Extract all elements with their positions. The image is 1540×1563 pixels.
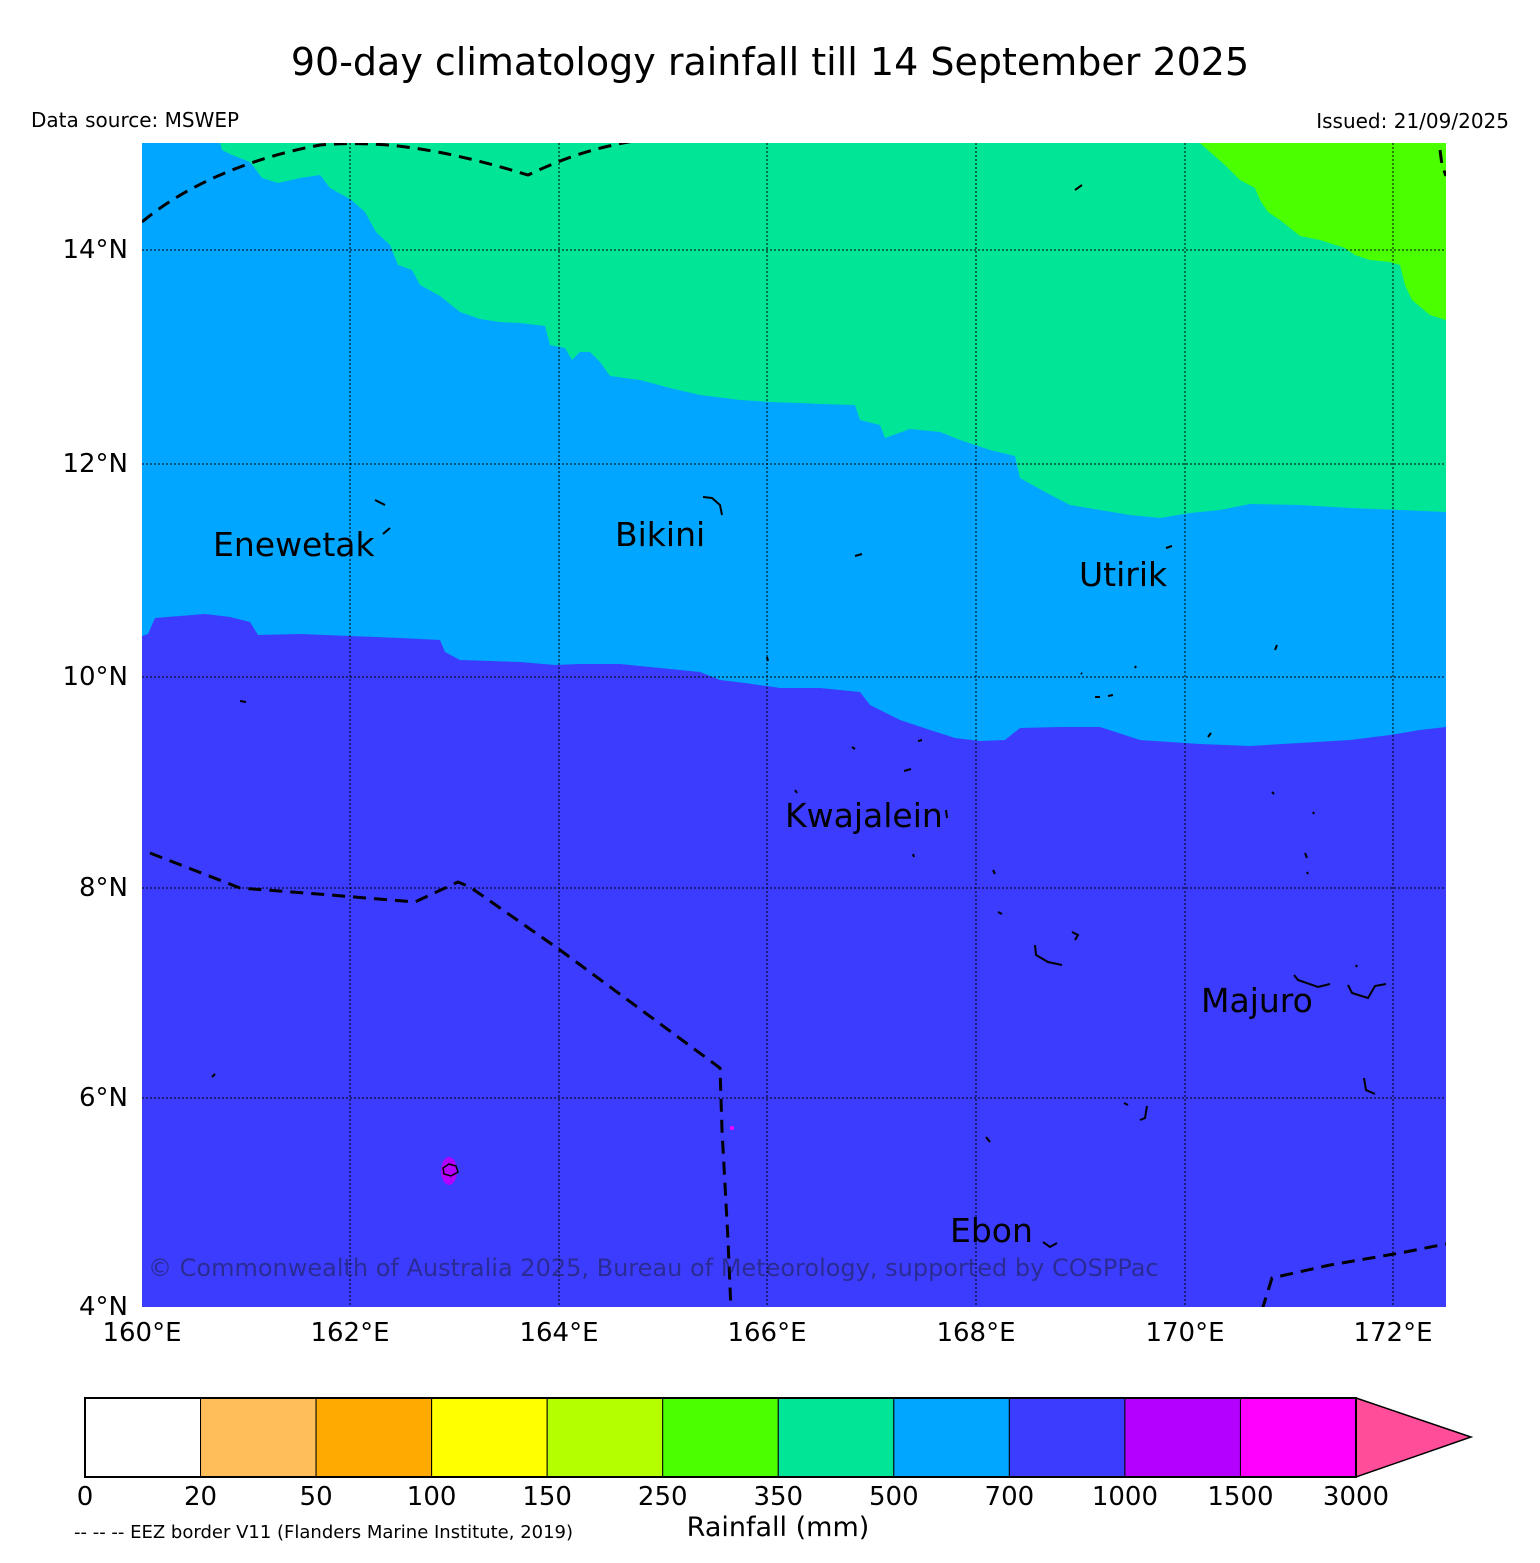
lon-tick: 168°E [936, 1318, 1016, 1348]
colorbar-swatch [662, 1397, 779, 1478]
colorbar-tick: 700 [984, 1482, 1035, 1512]
gridlines [142, 143, 1446, 1307]
lat-tick: 10°N [62, 662, 128, 692]
colorbar-tick: 1500 [1207, 1482, 1274, 1512]
lon-tick: 172°E [1353, 1318, 1433, 1348]
colorbar-tick: 100 [406, 1482, 457, 1512]
colorbar-tick: 250 [637, 1482, 688, 1512]
colorbar-swatch [84, 1397, 202, 1478]
colorbar-tick: 500 [868, 1482, 919, 1512]
eez-borders [142, 143, 1446, 1307]
colorbar-tick: 50 [299, 1482, 333, 1512]
chart-title: 90-day climatology rainfall till 14 Sept… [290, 40, 1250, 84]
colorbar-swatch [431, 1397, 548, 1478]
place-label-majuro: Majuro [1201, 981, 1313, 1020]
colorbar-swatch [315, 1397, 433, 1478]
colorbar-tick: 0 [76, 1482, 94, 1512]
atolls [211, 184, 1387, 1249]
lon-tick: 164°E [519, 1318, 599, 1348]
lat-tick: 4°N [79, 1292, 128, 1322]
lon-tick: 170°E [1145, 1318, 1225, 1348]
colorbar-swatch [1124, 1397, 1241, 1478]
colorbar-swatch [1239, 1397, 1357, 1478]
lat-tick: 6°N [79, 1083, 128, 1113]
colorbar-tick: 20 [183, 1482, 218, 1512]
zone-1000-1500 [441, 1157, 457, 1185]
zone-250-350 [1200, 143, 1446, 320]
pink-spot [730, 1126, 734, 1130]
lon-tick: 160°E [102, 1318, 182, 1348]
data-source: Data source: MSWEP [31, 108, 240, 132]
lat-tick: 12°N [62, 449, 128, 479]
map-fields [142, 143, 1446, 1307]
colorbar-tick: 150 [522, 1482, 572, 1512]
issued-date: Issued: 21/09/2025 [1316, 109, 1509, 133]
colorbar-tick: 1000 [1091, 1482, 1158, 1512]
colorbar-swatch [893, 1397, 1010, 1478]
lat-tick: 14°N [62, 235, 128, 265]
lon-tick: 162°E [310, 1318, 390, 1348]
lat-tick: 8°N [79, 873, 128, 903]
place-label-enewetak: Enewetak [213, 525, 375, 564]
island-outline [442, 1163, 459, 1177]
lon-tick: 166°E [727, 1318, 807, 1348]
colorbar-tick: 350 [753, 1482, 804, 1512]
colorbar-swatch [200, 1397, 317, 1478]
colorbar-swatch [1008, 1397, 1126, 1478]
colorbar-tick: 3000 [1322, 1482, 1390, 1512]
zone-350-500 [220, 143, 1446, 518]
eez-note: -- -- -- EEZ border V11 (Flanders Marine… [74, 1522, 574, 1543]
colorbar-frame [84, 1397, 1357, 1478]
colorbar-swatch [546, 1397, 664, 1478]
copyright-notice: © Commonwealth of Australia 2025, Bureau… [148, 1254, 1159, 1282]
place-label-utirik: Utirik [1079, 555, 1168, 594]
place-label-kwajalein: Kwajalein [785, 796, 943, 835]
place-label-bikini: Bikini [615, 515, 706, 554]
place-label-ebon: Ebon [950, 1211, 1033, 1250]
colorbar-label: Rainfall (mm) [686, 1512, 870, 1543]
colorbar-extend-arrow [1355, 1396, 1474, 1479]
colorbar-swatch [777, 1397, 895, 1478]
